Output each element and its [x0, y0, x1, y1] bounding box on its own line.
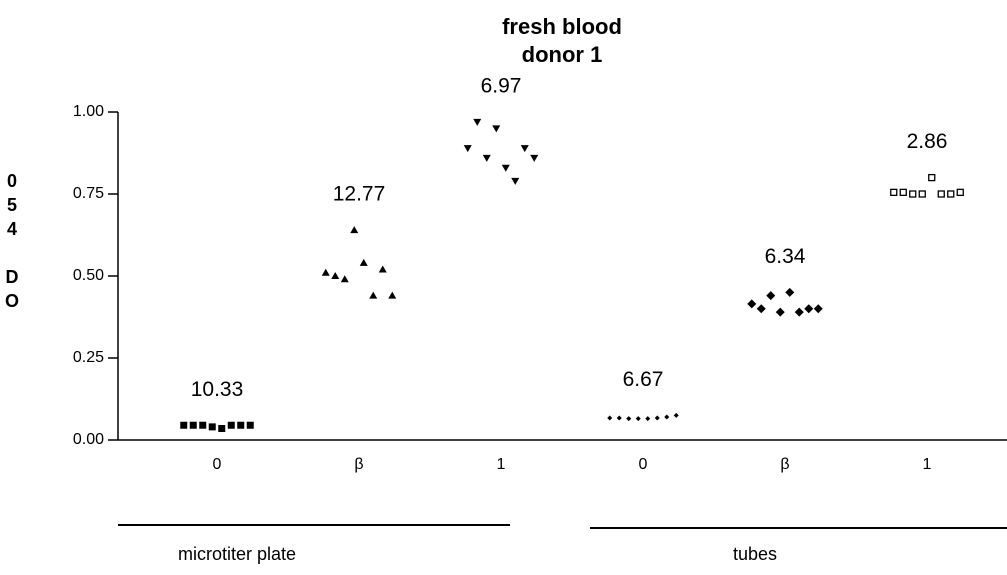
x-tick-label: 1 — [923, 456, 932, 473]
point — [218, 425, 226, 433]
point — [340, 275, 349, 283]
point — [794, 307, 804, 317]
point — [331, 272, 340, 279]
point — [813, 304, 823, 314]
point — [473, 118, 482, 126]
point — [511, 177, 520, 185]
point — [804, 304, 814, 314]
y-axis-label: 5 — [7, 195, 17, 215]
point — [766, 291, 776, 301]
point — [909, 190, 917, 198]
y-tick-label: 0.00 — [73, 431, 104, 448]
point — [369, 291, 378, 299]
annotation: 6.34 — [765, 245, 806, 268]
y-axis-label: 4 — [7, 219, 17, 239]
point — [520, 145, 529, 153]
point — [645, 416, 651, 422]
point — [199, 421, 207, 429]
point — [378, 265, 387, 273]
annotation: 12.77 — [333, 183, 386, 206]
point — [654, 415, 660, 421]
x-tick-label: 0 — [639, 456, 648, 473]
y-tick-label: 0.25 — [73, 349, 104, 366]
point — [635, 416, 641, 422]
point — [530, 154, 539, 162]
point — [937, 190, 945, 198]
point — [947, 190, 955, 198]
x-tick-label: β — [780, 456, 789, 473]
point — [928, 173, 936, 182]
x-tick-label: 0 — [213, 456, 222, 473]
point — [616, 415, 622, 421]
point — [956, 188, 964, 197]
point — [626, 416, 632, 422]
point — [775, 307, 785, 317]
y-tick-label: 0.50 — [73, 267, 104, 284]
annotation: 6.67 — [623, 368, 664, 391]
point — [350, 226, 359, 234]
y-tick-label: 0.75 — [73, 185, 104, 202]
point — [189, 421, 197, 429]
point — [246, 421, 254, 429]
point — [918, 190, 926, 198]
x-tick-label: 1 — [497, 456, 506, 473]
point — [359, 258, 368, 266]
point — [482, 154, 491, 162]
point — [321, 268, 330, 276]
point — [747, 299, 757, 309]
point — [227, 421, 235, 429]
point — [899, 188, 907, 197]
group-label: microtiter plate — [178, 544, 296, 564]
y-axis-label: 0 — [7, 171, 17, 191]
chart-title: donor 1 — [522, 42, 603, 67]
point — [607, 415, 613, 421]
y-tick-label: 1.00 — [73, 103, 104, 120]
point — [501, 164, 510, 172]
point — [388, 291, 397, 299]
point — [785, 287, 795, 297]
point — [208, 423, 216, 431]
annotation: 6.97 — [481, 74, 522, 97]
group-label: tubes — [733, 544, 777, 564]
point — [890, 188, 898, 197]
y-axis-label: D — [6, 267, 19, 287]
point — [664, 414, 670, 420]
point — [673, 412, 679, 418]
annotation: 10.33 — [191, 378, 244, 401]
point — [756, 304, 766, 314]
y-axis-label: O — [5, 291, 19, 311]
annotation: 2.86 — [907, 130, 948, 153]
point — [180, 421, 188, 429]
point — [237, 421, 245, 429]
chart-title: fresh blood — [502, 14, 622, 39]
point — [463, 145, 472, 153]
point — [492, 125, 501, 133]
x-tick-label: β — [354, 456, 363, 473]
